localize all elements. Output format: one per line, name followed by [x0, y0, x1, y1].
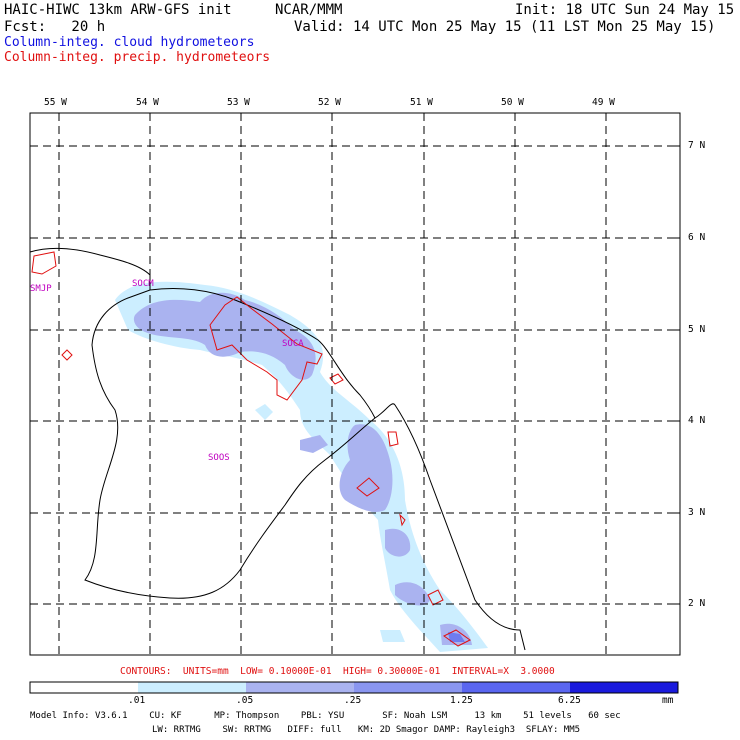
lat-label: 6 N [688, 232, 706, 243]
colorbar-bin-3 [354, 682, 462, 693]
lat-label: 7 N [688, 140, 706, 151]
coastline [29, 247, 526, 651]
lat-label: 3 N [688, 507, 706, 518]
lon-label: 55 W [44, 97, 67, 108]
lat-label: 4 N [688, 415, 706, 426]
colorbar-units: mm [662, 695, 674, 706]
title-left: HAIC-HIWC 13km ARW-GFS init [4, 2, 232, 18]
model-info-line1: Model Info: V3.6.1 CU: KF MP: Thompson P… [30, 711, 621, 721]
colorbar-bin-5 [570, 682, 678, 693]
colorbar-tick: .01 [128, 695, 146, 706]
frame-ticks [58, 113, 680, 605]
colorbar-bin-4 [462, 682, 570, 693]
forecast-hour: Fcst: 20 h [4, 19, 106, 35]
org-label: NCAR/MMM [275, 2, 343, 18]
station-label-soca: SOCA [282, 339, 304, 349]
lat-label: 2 N [688, 598, 706, 609]
map-frame [29, 112, 681, 656]
lon-label: 52 W [318, 97, 341, 108]
colorbar-bin-1 [138, 682, 246, 693]
lon-label: 49 W [592, 97, 615, 108]
lon-label: 54 W [136, 97, 159, 108]
colorbar-tick: 6.25 [558, 695, 581, 706]
lon-label: 51 W [410, 97, 433, 108]
lon-label: 53 W [227, 97, 250, 108]
colorbar-tick: 1.25 [450, 695, 473, 706]
field-precip: Column-integ. precip. hydrometeors [4, 50, 271, 65]
field-cloud: Column-integ. cloud hydrometeors [4, 35, 255, 50]
colorbar-bin-0 [30, 682, 138, 693]
colorbar-tick: .05 [236, 695, 254, 706]
cloud-field [115, 281, 488, 652]
init-time: Init: 18 UTC Sun 24 May 15 [515, 2, 735, 18]
lat-label: 5 N [688, 324, 706, 335]
lon-label: 50 W [501, 97, 524, 108]
precip-contour [31, 251, 471, 647]
lat-lon-grid [30, 113, 680, 655]
model-info-line2: LW: RRTMG SW: RRTMG DIFF: full KM: 2D Sm… [152, 725, 581, 735]
contours-info: CONTOURS: UNITS=mm LOW= 0.10000E-01 HIGH… [120, 666, 555, 677]
station-label-smjp: SMJP [30, 284, 52, 294]
colorbar-tick: .25 [344, 695, 362, 706]
colorbar [29, 681, 679, 694]
station-label-socm: SOCM [132, 279, 154, 289]
station-label-soos: SOOS [208, 453, 230, 463]
valid-time: Valid: 14 UTC Mon 25 May 15 (11 LST Mon … [294, 19, 716, 35]
colorbar-bin-2 [246, 682, 354, 693]
